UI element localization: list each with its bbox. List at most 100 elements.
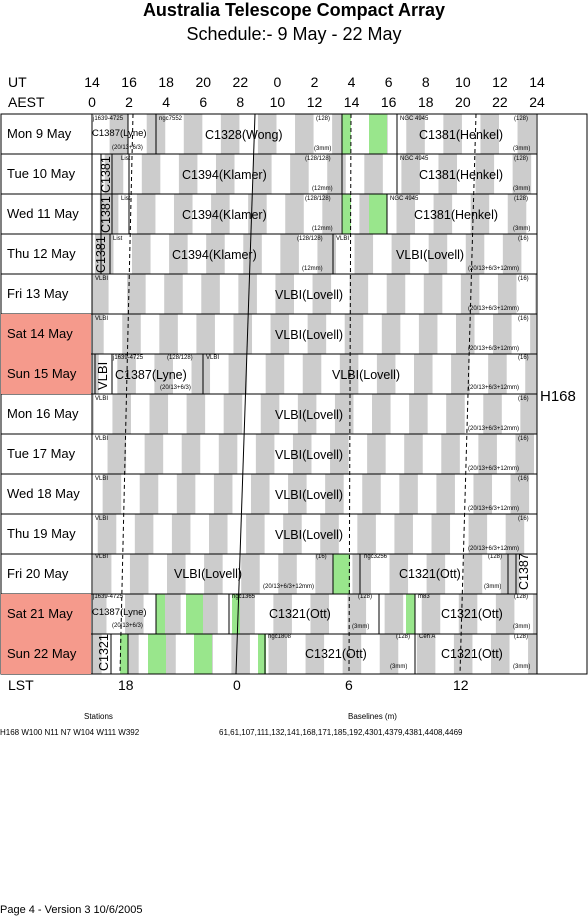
- block-config: (20/13+6/3+12mm): [468, 426, 520, 432]
- lst-band: [495, 594, 515, 634]
- block-config: (3mm): [314, 146, 332, 152]
- lst-band: [512, 154, 532, 194]
- lst-band: [215, 154, 235, 194]
- stations-value: H168 W100 N11 N7 W104 W111 W392: [0, 728, 140, 737]
- block-channels: (128): [514, 594, 529, 600]
- block-channels: (128): [514, 196, 529, 202]
- block-config: (3mm): [513, 624, 531, 630]
- config-box: [536, 113, 588, 675]
- lst-band: [164, 274, 183, 314]
- block-config: (20/13+6/3): [112, 623, 143, 629]
- lst-band: [112, 394, 131, 434]
- lst-band: [349, 274, 369, 314]
- lst-band: [270, 314, 290, 354]
- lst-band: [183, 114, 203, 154]
- block-project: C1321(Ott): [399, 567, 461, 581]
- block-project: C1321(Ott): [305, 647, 367, 661]
- block-channels: (128): [316, 116, 331, 122]
- ut-tick: 14: [84, 74, 100, 90]
- lst-band: [167, 554, 186, 594]
- block-config: (3mm): [352, 624, 370, 630]
- lst-band: [199, 594, 218, 634]
- lst-band: [275, 274, 294, 314]
- lst-band: [302, 354, 322, 394]
- ut-tick: 20: [195, 74, 212, 90]
- lst-band: [505, 514, 525, 554]
- lst-band: [268, 634, 288, 674]
- lst-band: [384, 594, 404, 634]
- aest-tick: 10: [269, 94, 286, 110]
- lst-band: [109, 114, 129, 154]
- block-channels: (128): [488, 554, 503, 560]
- block-config: (20/13+6/3): [160, 385, 191, 391]
- day-label: Mon 16 May: [7, 406, 79, 421]
- block-source: Cen A: [419, 634, 436, 640]
- block-project: C1321(Ott): [441, 647, 503, 661]
- lst-band: [223, 394, 243, 434]
- lst-band: [94, 234, 114, 274]
- lst-band: [406, 114, 425, 154]
- lst-band: [144, 434, 164, 474]
- lst-band: [181, 434, 201, 474]
- lst-band: [409, 394, 428, 434]
- block-source: VLBI: [95, 396, 109, 402]
- lst-band: [357, 514, 376, 554]
- day-label: Fri 13 May: [7, 286, 69, 301]
- array-config-label: H168: [540, 388, 576, 405]
- aest-axis-label: AEST: [8, 94, 45, 110]
- lst-band: [292, 434, 312, 474]
- lst-band: [162, 594, 181, 634]
- lst-band: [104, 154, 124, 194]
- block-channels: (128/128): [297, 236, 323, 242]
- lst-band: [92, 394, 94, 434]
- lst-band: [129, 554, 149, 594]
- aest-tick: 12: [306, 94, 323, 110]
- aest-tick: 16: [380, 94, 397, 110]
- lst-band: [468, 514, 488, 554]
- lst-band: [470, 194, 490, 234]
- block-project: VLBI(Lovell): [275, 448, 344, 462]
- lst-band: [421, 594, 441, 634]
- lst-band: [396, 194, 416, 234]
- ut-tick: 6: [384, 74, 393, 90]
- lst-band: [426, 554, 446, 594]
- block-source: ngc1808: [268, 634, 292, 640]
- day-label: Tue 10 May: [7, 166, 76, 181]
- lst-band: [532, 594, 537, 634]
- block-channels: (128): [514, 116, 529, 122]
- block-source: j1639-4725: [93, 116, 124, 122]
- lst-band: [171, 514, 191, 554]
- lst-band: [315, 554, 334, 594]
- ut-tick: 12: [492, 74, 508, 90]
- block-project: C1394(Klamer): [172, 248, 257, 262]
- lst-band: [201, 274, 220, 314]
- block-source: List: [121, 196, 131, 202]
- block-channels: (16): [518, 355, 529, 361]
- day-label: Tue 17 May: [7, 446, 76, 461]
- lst-band: [236, 594, 255, 634]
- block-channels: (16): [518, 316, 529, 322]
- aest-tick: 24: [529, 94, 545, 110]
- lst-band: [290, 154, 309, 194]
- lst-band: [347, 594, 367, 634]
- lst-band: [418, 314, 438, 354]
- block-project: VLBI(Lovell): [275, 288, 344, 302]
- lst-band: [243, 234, 262, 274]
- lst-band: [173, 194, 193, 234]
- block-channels: (16): [518, 276, 529, 282]
- lst-band: [154, 354, 173, 394]
- block-channels: (16): [518, 436, 529, 442]
- block-source: NGC 4945: [400, 116, 429, 122]
- green-band: [258, 634, 266, 674]
- lst-band: [342, 634, 362, 674]
- block-config: (3mm): [513, 146, 531, 152]
- block-project: VLBI(Lovell): [275, 328, 344, 342]
- lst-band: [354, 234, 374, 274]
- lst-band: [517, 114, 537, 154]
- lst-band: [273, 594, 292, 634]
- block-config: (12mm): [312, 186, 333, 192]
- lst-band: [530, 314, 537, 354]
- lst-band: [178, 154, 198, 194]
- lst-band: [92, 274, 109, 314]
- block-source: ngc1365: [232, 594, 256, 600]
